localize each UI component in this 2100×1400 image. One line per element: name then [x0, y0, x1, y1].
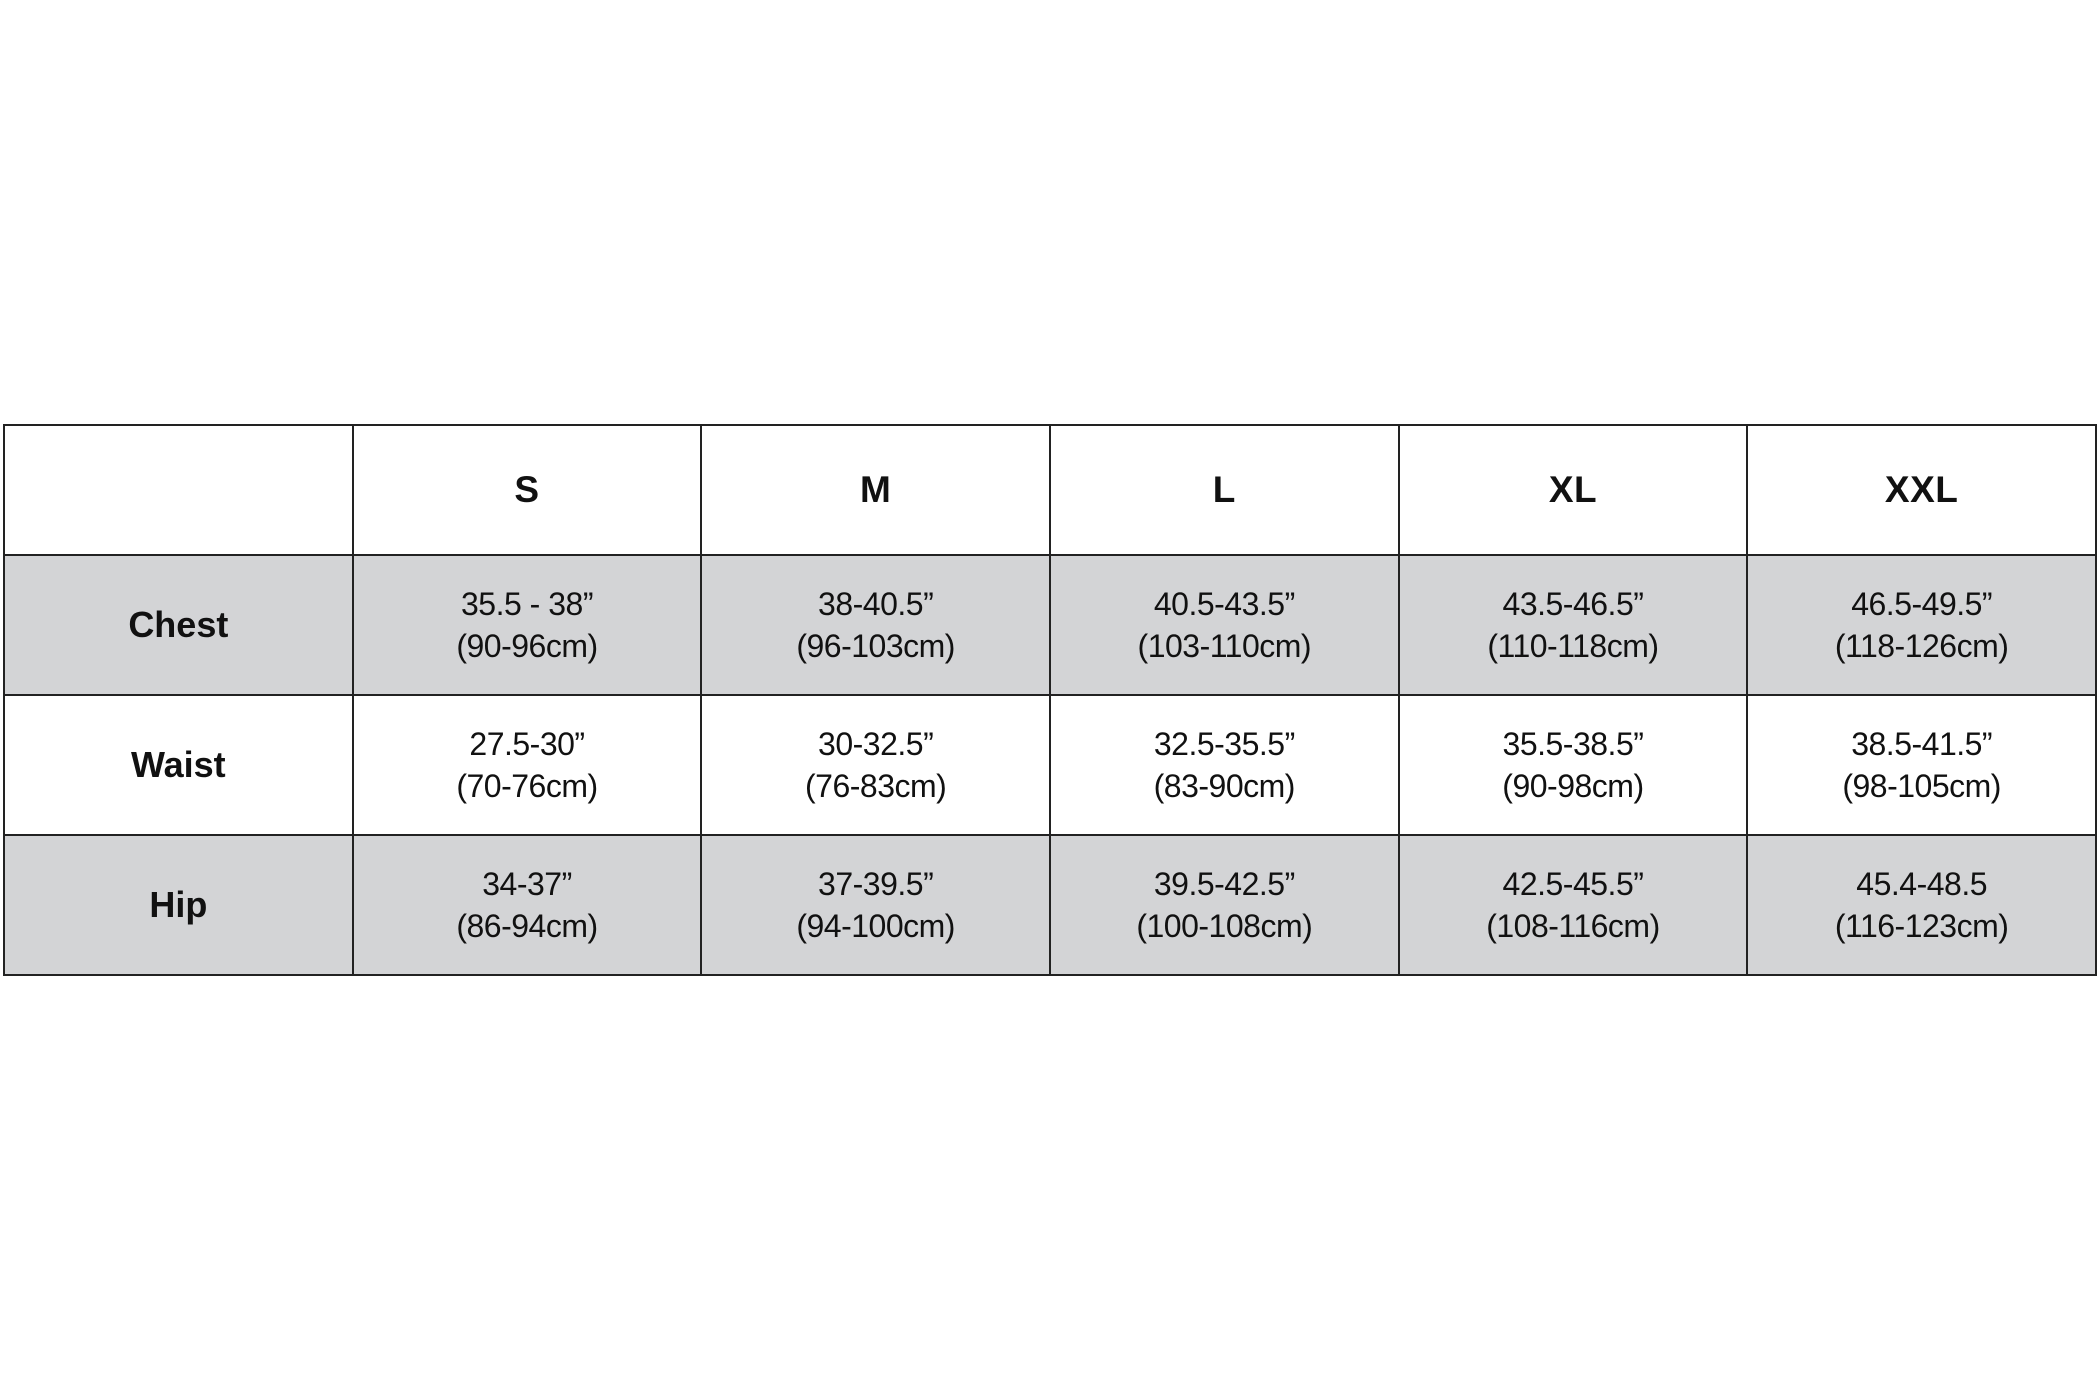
inches-value: 42.5-45.5”: [1502, 866, 1644, 902]
size-header-xl: XL: [1397, 424, 1749, 556]
inches-value: 35.5-38.5”: [1502, 726, 1644, 762]
cm-value: (116-123cm): [1834, 908, 2009, 944]
row-label: Waist: [3, 694, 354, 836]
cm-value: (110-118cm): [1487, 628, 1659, 664]
table-row-waist: Waist 27.5-30” (70-76cm) 30-32.5” (76-83cm) 3…: [3, 694, 2097, 836]
size-chart-table: S M L XL XXL Chest 35.5 - 38” (90-96cm) 38-…: [3, 424, 2097, 976]
cm-value: (90-96cm): [456, 628, 598, 664]
cm-value: (76-83cm): [804, 768, 947, 804]
inches-value: 32.5-35.5”: [1153, 726, 1295, 762]
measurement-cell: 34-37” (86-94cm): [351, 834, 703, 976]
table-row-hip: Hip 34-37” (86-94cm) 37-39.5” (94-100cm) 39.5…: [3, 834, 2097, 976]
corner-cell: [3, 424, 354, 556]
measurement-cell: 30-32.5” (76-83cm): [700, 694, 1051, 836]
cm-value: (70-76cm): [456, 768, 598, 804]
size-header-s: S: [351, 424, 703, 556]
measurement-cell: 38-40.5” (96-103cm): [700, 554, 1051, 696]
measurement-cell: 45.4-48.5 (116-123cm): [1746, 834, 2097, 976]
size-header-xxl: XXL: [1746, 424, 2097, 556]
cm-value: (103-110cm): [1137, 628, 1312, 664]
row-label: Chest: [3, 554, 354, 696]
table-row-chest: Chest 35.5 - 38” (90-96cm) 38-40.5” (96-103c…: [3, 554, 2097, 696]
cm-value: (96-103cm): [796, 628, 955, 664]
inches-value: 45.4-48.5: [1856, 866, 1987, 902]
inches-value: 38.5-41.5”: [1851, 726, 1993, 762]
size-header-m: M: [700, 424, 1051, 556]
inches-value: 46.5-49.5”: [1851, 586, 1993, 622]
inches-value: 37-39.5”: [818, 866, 934, 902]
size-header-l: L: [1048, 424, 1400, 556]
cm-value: (86-94cm): [456, 908, 598, 944]
cm-value: (100-108cm): [1136, 908, 1313, 944]
measurement-cell: 46.5-49.5” (118-126cm): [1746, 554, 2097, 696]
measurement-cell: 27.5-30” (70-76cm): [351, 694, 703, 836]
cm-value: (94-100cm): [796, 908, 955, 944]
cm-value: (83-90cm): [1153, 768, 1296, 804]
inches-value: 30-32.5”: [818, 726, 934, 762]
cm-value: (98-105cm): [1842, 768, 2001, 804]
inches-value: 39.5-42.5”: [1153, 866, 1295, 902]
measurement-cell: 35.5 - 38” (90-96cm): [351, 554, 703, 696]
measurement-cell: 42.5-45.5” (108-116cm): [1397, 834, 1749, 976]
measurement-cell: 38.5-41.5” (98-105cm): [1746, 694, 2097, 836]
inches-value: 38-40.5”: [818, 586, 934, 622]
inches-value: 34-37”: [482, 866, 572, 902]
measurement-cell: 35.5-38.5” (90-98cm): [1397, 694, 1749, 836]
inches-value: 43.5-46.5”: [1502, 586, 1644, 622]
measurement-cell: 32.5-35.5” (83-90cm): [1048, 694, 1400, 836]
cm-value: (90-98cm): [1502, 768, 1644, 804]
inches-value: 27.5-30”: [469, 726, 585, 762]
cm-value: (118-126cm): [1834, 628, 2009, 664]
measurement-cell: 39.5-42.5” (100-108cm): [1048, 834, 1400, 976]
measurement-cell: 43.5-46.5” (110-118cm): [1397, 554, 1749, 696]
header-row: S M L XL XXL: [3, 424, 2097, 556]
inches-value: 35.5 - 38”: [461, 586, 593, 622]
inches-value: 40.5-43.5”: [1153, 586, 1295, 622]
cm-value: (108-116cm): [1486, 908, 1660, 944]
measurement-cell: 37-39.5” (94-100cm): [700, 834, 1051, 976]
measurement-cell: 40.5-43.5” (103-110cm): [1048, 554, 1400, 696]
row-label: Hip: [3, 834, 354, 976]
